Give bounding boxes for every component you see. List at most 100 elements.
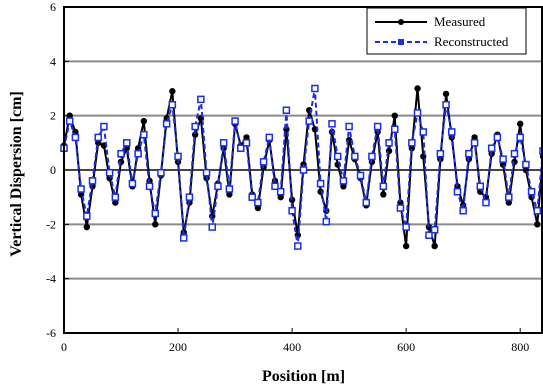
point-measured	[340, 183, 347, 190]
point-reconstructed	[282, 106, 291, 114]
point-reconstructed	[208, 223, 217, 231]
y-tick-label: 4	[50, 54, 56, 68]
point-reconstructed	[299, 166, 308, 174]
point-reconstructed	[242, 139, 251, 147]
point-measured	[431, 242, 438, 250]
point-measured	[397, 199, 404, 206]
point-reconstructed	[453, 187, 462, 196]
point-reconstructed	[276, 187, 285, 196]
point-reconstructed	[476, 182, 485, 191]
point-reconstructed	[311, 84, 319, 93]
point-reconstructed	[390, 125, 399, 133]
point-reconstructed	[219, 139, 228, 147]
point-reconstructed	[214, 182, 222, 191]
point-measured	[534, 221, 541, 228]
x-tick-label: 400	[283, 340, 301, 354]
point-reconstructed	[225, 185, 234, 193]
point-reconstructed	[522, 160, 530, 169]
point-reconstructed	[77, 185, 85, 193]
point-measured	[226, 191, 233, 198]
legend-label-reconstructed: Reconstructed	[434, 34, 509, 49]
point-reconstructed	[237, 144, 245, 153]
point-measured	[83, 223, 91, 231]
point-measured	[152, 221, 159, 228]
point-measured	[442, 90, 450, 98]
point-reconstructed	[396, 204, 405, 212]
point-measured	[140, 117, 148, 125]
point-reconstructed	[254, 198, 262, 207]
point-reconstructed	[385, 139, 393, 147]
point-reconstructed	[328, 120, 336, 128]
point-reconstructed	[430, 226, 439, 234]
point-reconstructed	[65, 117, 74, 125]
point-reconstructed	[151, 209, 159, 218]
point-reconstructed	[305, 117, 313, 125]
point-reconstructed	[271, 182, 279, 191]
series-reconstructed	[60, 84, 543, 250]
point-reconstructed	[162, 120, 171, 128]
point-measured	[191, 131, 199, 138]
point-reconstructed	[168, 101, 177, 109]
point-reconstructed	[100, 122, 108, 131]
point-measured	[516, 120, 524, 128]
x-axis-title: Position [m]	[262, 368, 345, 385]
point-measured	[505, 199, 512, 206]
y-tick-label: 2	[50, 109, 56, 123]
series-layer	[60, 84, 543, 250]
y-tick-label: -6	[46, 326, 56, 340]
legend: Measured Reconstructed	[366, 7, 527, 55]
y-axis-title: Vertical Dispersion [cm]	[8, 91, 25, 257]
point-reconstructed	[145, 182, 154, 191]
point-measured	[380, 191, 387, 198]
point-reconstructed	[505, 193, 513, 201]
point-reconstructed	[259, 158, 268, 166]
point-reconstructed	[482, 198, 490, 207]
point-reconstructed	[265, 133, 274, 142]
point-reconstructed	[373, 122, 382, 131]
legend-marker-measured	[398, 19, 404, 25]
point-measured	[402, 242, 410, 250]
point-reconstructed	[94, 133, 102, 142]
point-reconstructed	[322, 217, 331, 226]
point-measured	[112, 199, 119, 206]
point-reconstructed	[83, 212, 91, 220]
point-reconstructed	[294, 242, 302, 250]
x-tick-label: 800	[511, 340, 529, 354]
point-measured	[95, 139, 102, 147]
y-tick-label: -2	[46, 217, 56, 231]
point-reconstructed	[157, 168, 165, 177]
point-reconstructed	[368, 152, 376, 161]
point-reconstructed	[197, 95, 205, 104]
point-reconstructed	[459, 207, 467, 215]
point-reconstructed	[470, 139, 479, 147]
point-reconstructed	[516, 133, 524, 142]
point-reconstructed	[408, 139, 416, 147]
point-reconstructed	[117, 149, 125, 158]
x-tick-label: 600	[397, 340, 415, 354]
y-tick-label: 0	[50, 163, 56, 177]
y-tick-label: 6	[50, 0, 56, 14]
point-reconstructed	[465, 149, 473, 158]
point-reconstructed	[379, 182, 388, 191]
point-measured	[169, 88, 176, 95]
point-reconstructed	[413, 109, 422, 117]
point-reconstructed	[510, 149, 519, 158]
point-reconstructed	[202, 168, 211, 177]
point-reconstructed	[185, 193, 194, 201]
point-measured	[414, 85, 421, 92]
point-reconstructed	[436, 149, 445, 158]
point-reconstructed	[128, 179, 137, 188]
point-reconstructed	[316, 179, 325, 188]
legend-box	[366, 7, 527, 55]
legend-marker-reconstructed	[398, 39, 404, 45]
point-reconstructed	[140, 130, 148, 139]
point-reconstructed	[402, 223, 410, 231]
point-measured	[66, 112, 73, 119]
y-tick-label: -4	[46, 272, 56, 286]
point-reconstructed	[248, 193, 256, 201]
point-reconstructed	[288, 207, 296, 215]
point-reconstructed	[487, 144, 496, 153]
point-reconstructed	[180, 234, 188, 242]
point-reconstructed	[351, 152, 359, 161]
